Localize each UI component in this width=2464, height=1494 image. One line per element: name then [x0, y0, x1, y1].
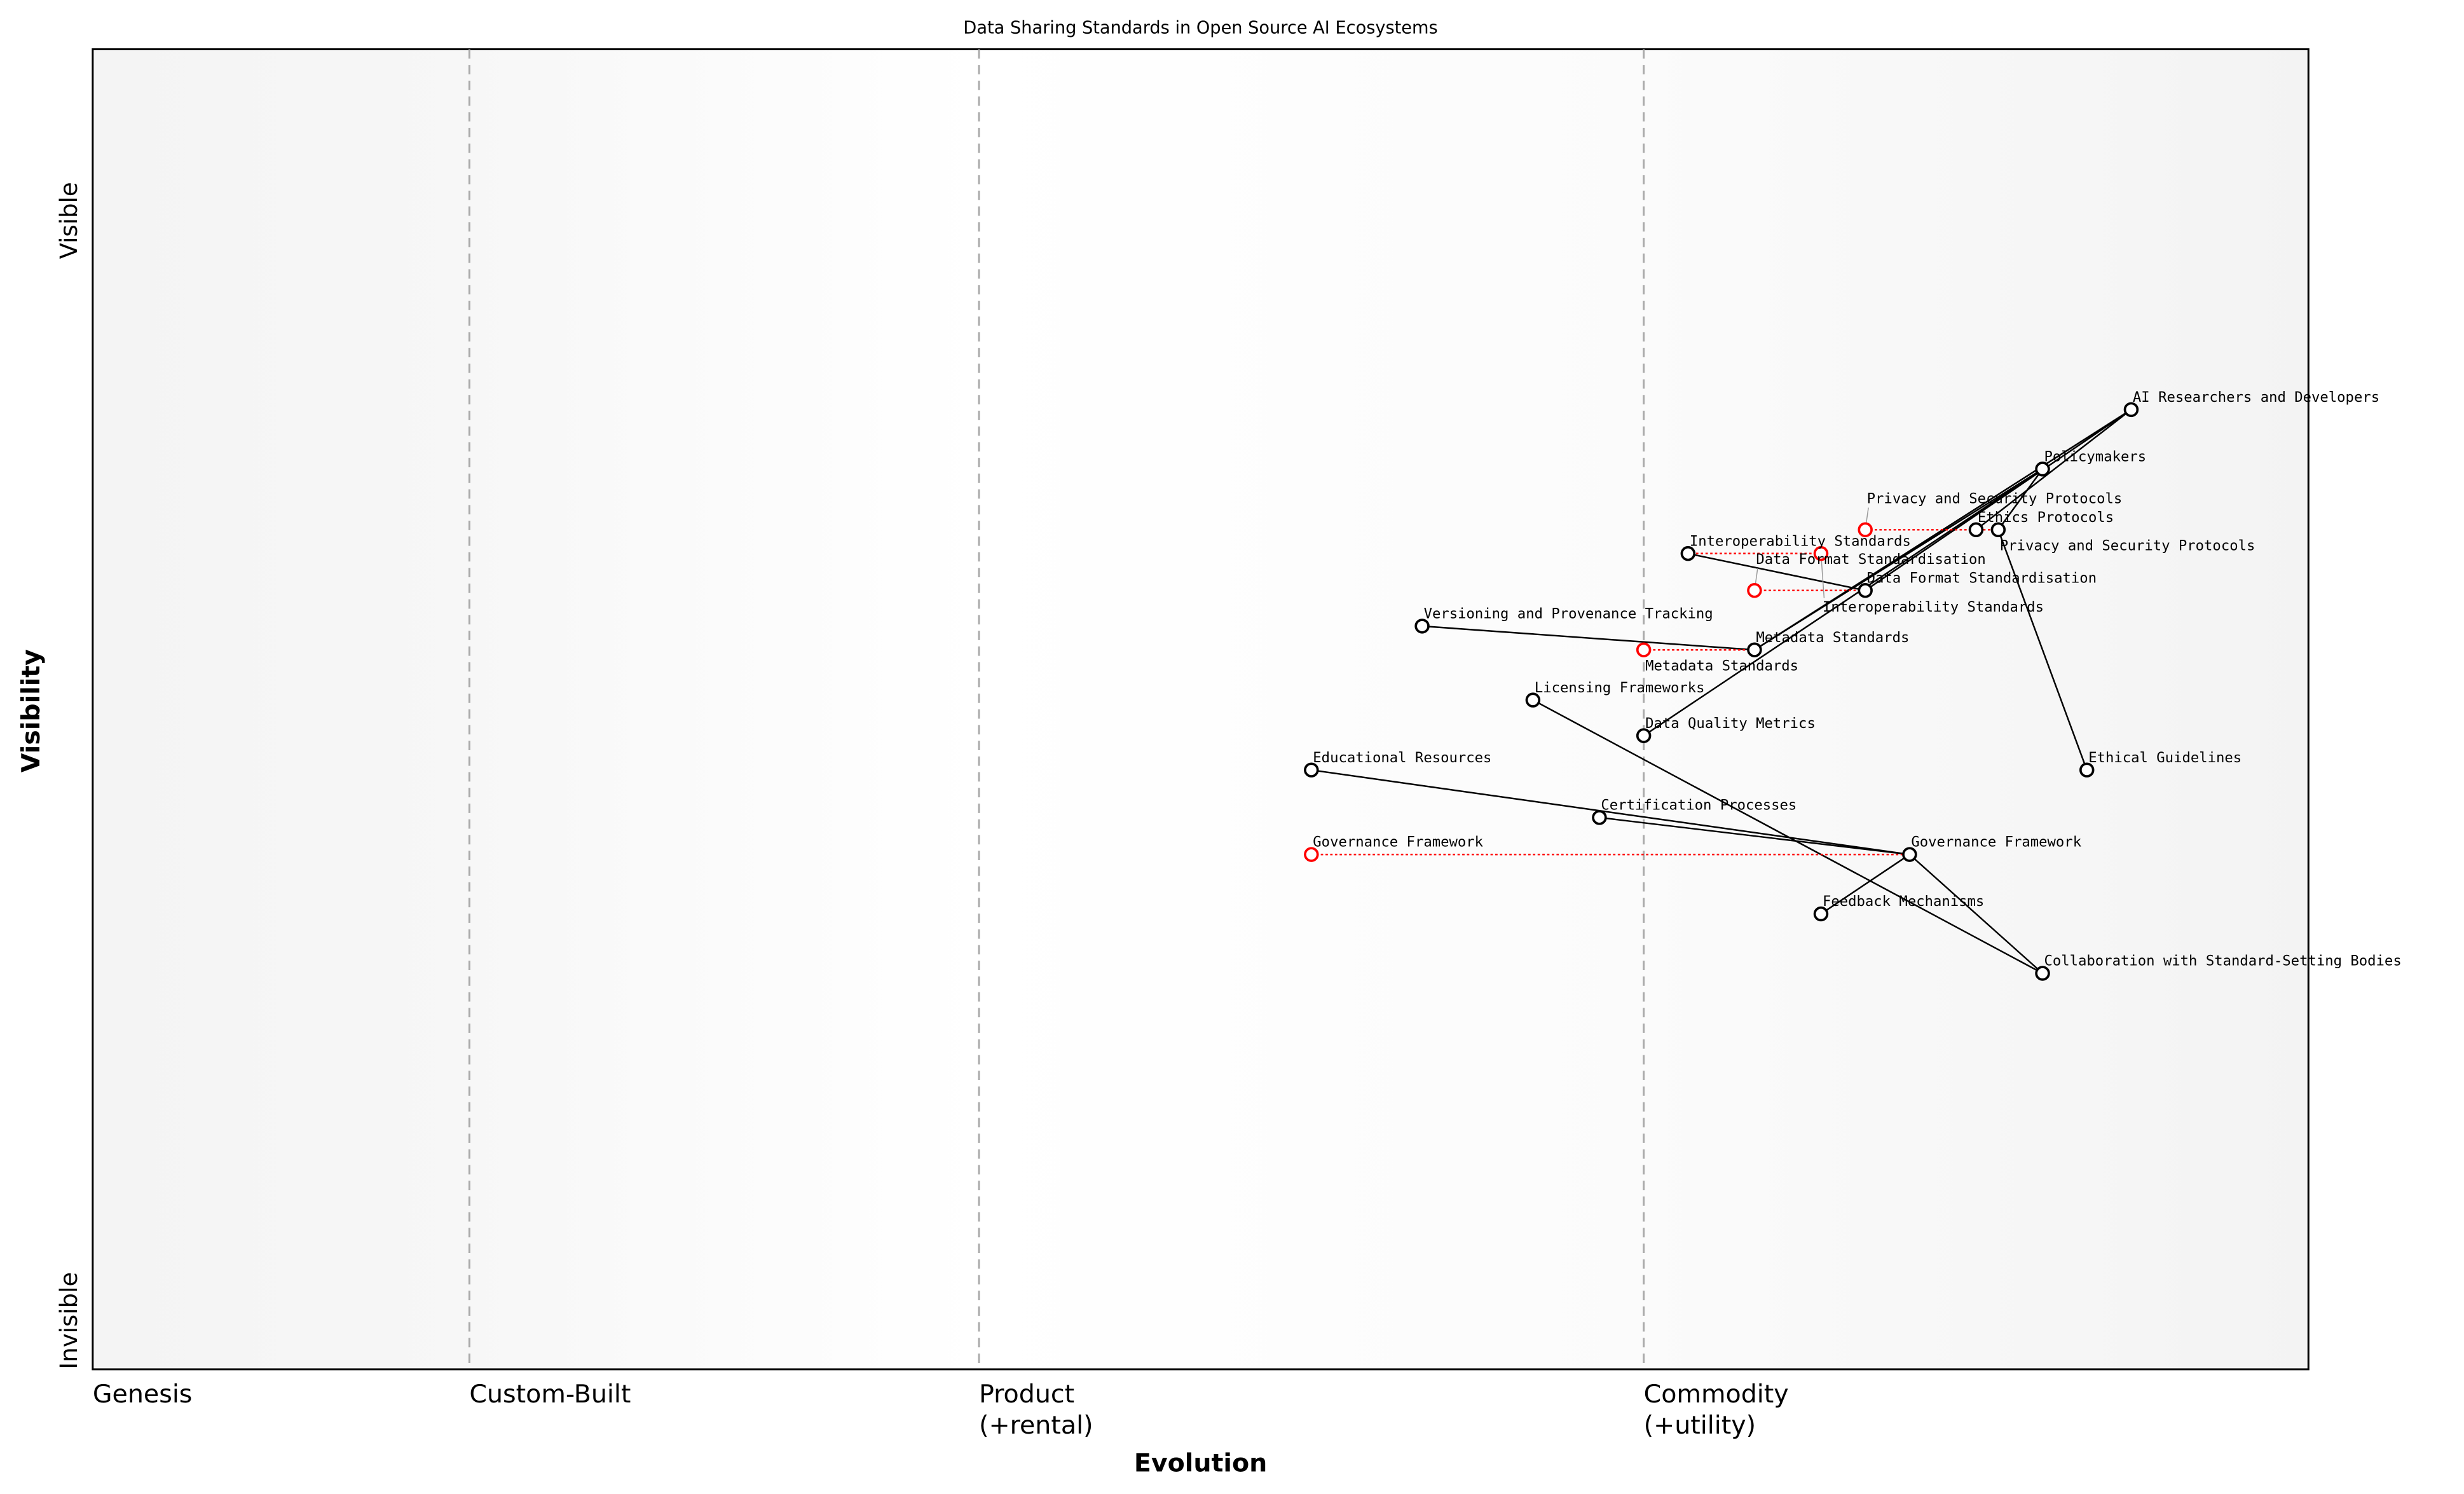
- component-label: Ethical Guidelines: [2088, 750, 2242, 766]
- component-node: [1680, 545, 1696, 561]
- evolved-label: Data Format Standardisation: [1756, 551, 1985, 568]
- component-node: [1968, 522, 1984, 538]
- evolved-node: [1747, 583, 1762, 598]
- evolved-label: Metadata Standards: [1645, 657, 1798, 674]
- evolved-label: Governance Framework: [1313, 834, 1483, 851]
- component-label: Privacy and Security Protocols: [2000, 537, 2255, 554]
- component-label: Feedback Mechanisms: [1823, 893, 1984, 910]
- plot-area: [92, 48, 2310, 1371]
- stage-label: Product: [979, 1380, 1074, 1409]
- component-label: Educational Resources: [1313, 750, 1491, 766]
- component-label: Metadata Standards: [1756, 629, 1909, 646]
- stage-label: Genesis: [93, 1380, 193, 1409]
- component-node: [1525, 692, 1541, 708]
- dependency-link: [1997, 529, 2088, 771]
- component-node: [1414, 619, 1430, 634]
- dependency-link: [1754, 468, 2043, 651]
- component-label: Data Quality Metrics: [1645, 715, 1816, 732]
- component-node: [1990, 522, 2006, 538]
- y-axis-title: Visibility: [17, 649, 46, 772]
- component-node: [1858, 583, 1873, 598]
- component-node: [1304, 762, 1319, 778]
- component-label: Ethics Protocols: [1978, 509, 2114, 526]
- component-node: [1902, 847, 1917, 862]
- dependency-link: [1688, 552, 1866, 592]
- dependency-link: [1865, 409, 2132, 591]
- component-label: Interoperability Standards: [1690, 533, 1911, 549]
- component-label: Governance Framework: [1911, 834, 2081, 851]
- component-node: [1592, 810, 1607, 825]
- chart-title: Data Sharing Standards in Open Source AI…: [963, 18, 1437, 38]
- stage-label: Commodity: [1644, 1380, 1789, 1409]
- component-label: Versioning and Provenance Tracking: [1424, 605, 1713, 622]
- dependency-link: [1599, 816, 1910, 856]
- component-label: AI Researchers and Developers: [2133, 389, 2379, 406]
- component-label: Collaboration with Standard-Setting Bodi…: [2044, 953, 2401, 970]
- dependency-link: [1311, 769, 1910, 856]
- dependency-link: [1997, 469, 2044, 531]
- component-label: Licensing Frameworks: [1535, 680, 1705, 696]
- dependency-link: [1909, 854, 2043, 974]
- component-label: Data Format Standardisation: [1867, 570, 2097, 586]
- stage-sublabel: (+rental): [979, 1411, 1093, 1440]
- evolved-node: [1813, 545, 1829, 561]
- component-node: [1813, 906, 1829, 922]
- component-node: [1636, 728, 1652, 743]
- evolved-node: [1858, 522, 1873, 538]
- evolved-node: [1304, 847, 1319, 862]
- y-bottom-label: Invisible: [55, 1272, 83, 1369]
- component-node: [2079, 762, 2095, 778]
- component-node: [1747, 642, 1762, 657]
- component-node: [2123, 402, 2139, 418]
- dependency-link: [1820, 854, 1910, 915]
- component-label: Policymakers: [2044, 448, 2146, 465]
- stage-sublabel: (+utility): [1644, 1411, 1756, 1440]
- dependency-link: [1975, 409, 2132, 531]
- component-label: Certification Processes: [1601, 797, 1797, 814]
- evolved-label: Privacy and Security Protocols: [1867, 490, 2123, 507]
- evolved-node: [1636, 642, 1652, 657]
- component-node: [2035, 966, 2050, 981]
- stage-label: Custom-Built: [469, 1380, 631, 1409]
- component-node: [2035, 462, 2050, 477]
- evolved-label: Interoperability Standards: [1823, 599, 2044, 615]
- dependency-link: [1643, 468, 2043, 737]
- dependency-link: [1422, 625, 1755, 651]
- y-top-label: Visible: [55, 182, 83, 259]
- x-axis-title: Evolution: [1134, 1449, 1267, 1478]
